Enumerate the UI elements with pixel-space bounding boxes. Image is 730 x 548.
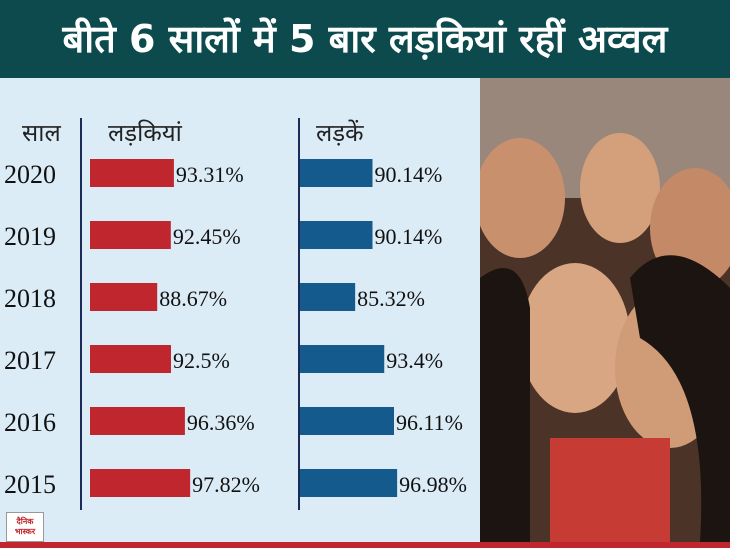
header-boys: लड़कें [316, 119, 364, 147]
boys-bar [300, 221, 373, 249]
boys-bar [300, 407, 394, 435]
year-label: 2020 [4, 160, 56, 189]
divider-year [80, 118, 82, 510]
girls-value-label: 92.5% [173, 348, 230, 373]
girls-value-label: 97.82% [192, 472, 260, 497]
bar-chart: 2020 93.31% 90.14% 2019 92.45% 90.14% 2018 88.6… [4, 159, 467, 499]
header-girls: लड़कियां [108, 119, 182, 147]
brand-logo: दैनिक भास्कर [6, 512, 44, 542]
chart-title: बीते 6 सालों में 5 बार लड़कियां रहीं अव्… [62, 17, 668, 61]
title-bar [0, 0, 730, 78]
girls-value-label: 92.45% [173, 224, 241, 249]
year-label: 2017 [4, 346, 56, 375]
girls-bar [90, 221, 171, 249]
year-label: 2018 [4, 284, 56, 313]
girls-bar [90, 407, 185, 435]
boys-bar [300, 345, 385, 373]
boys-value-label: 96.98% [399, 472, 467, 497]
divider-girls [298, 118, 300, 510]
boys-value-label: 96.11% [396, 410, 463, 435]
girls-bar [90, 159, 174, 187]
header-year: साल [22, 119, 61, 147]
boys-bar [300, 159, 373, 187]
girls-value-label: 96.36% [187, 410, 255, 435]
boys-bar [300, 469, 398, 497]
boys-value-label: 85.32% [357, 286, 425, 311]
students-photo-illustration [480, 78, 730, 542]
boys-bar [300, 283, 356, 311]
year-label: 2019 [4, 222, 56, 251]
boys-value-label: 90.14% [375, 162, 443, 187]
girls-bar [90, 469, 191, 497]
bottom-accent-line [0, 542, 730, 548]
students-photo [480, 78, 730, 542]
year-label: 2015 [4, 470, 56, 499]
boys-value-label: 90.14% [375, 224, 443, 249]
year-label: 2016 [4, 408, 56, 437]
girls-value-label: 88.67% [159, 286, 227, 311]
girls-value-label: 93.31% [176, 162, 244, 187]
girls-bar [90, 283, 158, 311]
boys-value-label: 93.4% [386, 348, 443, 373]
girls-bar [90, 345, 171, 373]
